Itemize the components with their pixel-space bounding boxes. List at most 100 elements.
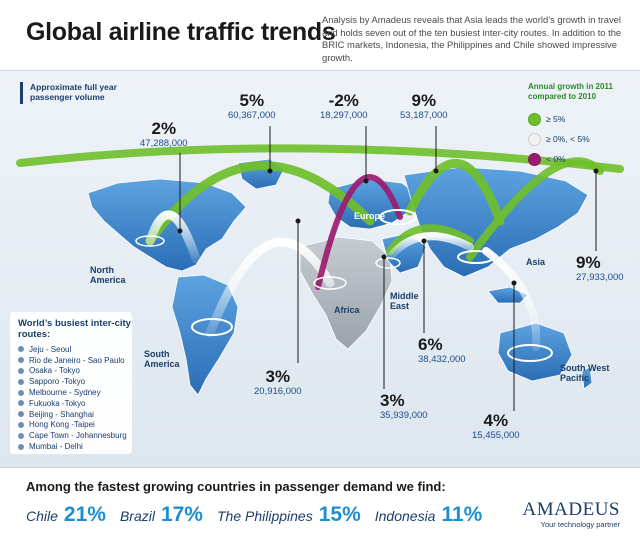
- route-label: Fukuoka -Tokyo: [29, 398, 86, 408]
- stat-south-west-pacific: 4% 15,455,000: [472, 411, 520, 442]
- country-name: Chile: [26, 508, 58, 524]
- country-growth-item: Indonesia 11%: [375, 503, 483, 527]
- legend-label-high: ≥ 5%: [546, 114, 566, 124]
- bullet-icon: [18, 357, 24, 364]
- hub-australia: [507, 344, 553, 362]
- route-label: Jeju - Seoul: [29, 344, 72, 354]
- busiest-routes-box: World’s busiest inter-city routes: Jeju …: [10, 312, 132, 454]
- hub-middle-east: [375, 257, 401, 269]
- route-label: Melbourne - Sydney: [29, 388, 101, 398]
- route-arc-europe-africa: [315, 174, 403, 290]
- list-item: Sapporo -Tokyo: [18, 376, 127, 387]
- legend-swatch-low: [528, 152, 541, 166]
- route-arc-south-west-pacific: [482, 247, 541, 351]
- leader-dot-south-atlantic: [295, 218, 301, 224]
- route-arc-north-atlantic: [145, 161, 375, 246]
- list-item: Fukuoka -Tokyo: [18, 398, 127, 409]
- leader-dot-africa-asia: [381, 254, 387, 260]
- route-label: Mumbai - Delhi: [29, 442, 83, 452]
- country-growth-item: The Philippines 15%: [217, 503, 361, 527]
- new-zealand-landmass: [581, 366, 593, 390]
- bullet-icon: [18, 389, 24, 396]
- stat-value: 18,297,000: [320, 110, 368, 121]
- stat-north-america: 2% 47,288,000: [140, 119, 188, 150]
- stat-pct: 9%: [576, 253, 601, 272]
- hub-europe: [379, 209, 417, 225]
- region-label-south-west-pacific: South West Pacific: [560, 363, 610, 383]
- australia-landmass: [497, 322, 573, 382]
- bullet-icon: [18, 432, 24, 439]
- bullet-icon: [18, 367, 24, 374]
- leader-dot-north-atlantic: [267, 168, 273, 174]
- intro-text: Analysis by Amadeus reveals that Asia le…: [322, 14, 622, 63]
- route-arc-middle-east: [386, 224, 474, 255]
- bullet-icon: [18, 421, 24, 428]
- stat-europe-africa: -2% 18,297,000: [320, 92, 368, 122]
- country-growth: 21%: [63, 503, 106, 526]
- route-arc-asia-pacific: [466, 157, 604, 261]
- stat-south-atlantic: 3% 20,916,000: [254, 367, 302, 398]
- leader-dot-middle-east: [421, 238, 427, 244]
- legend-label-mid: ≥ 0%, < 5%: [546, 134, 590, 144]
- country-growth: 15%: [318, 503, 361, 526]
- hub-asia: [457, 250, 495, 264]
- stat-europe-asia: 9% 53,187,000: [400, 91, 448, 122]
- volume-key-label: Approximate full year passenger volume: [30, 82, 117, 102]
- growth-legend: Annual growth in 2011 compared to 2010 ≥…: [528, 82, 632, 170]
- country-name: The Philippines: [216, 508, 313, 524]
- stat-pct: 2%: [151, 119, 177, 138]
- stat-value: 15,455,000: [472, 430, 520, 441]
- footer-question: Among the fastest growing countries in p…: [26, 479, 446, 494]
- list-item: Mumbai - Delhi: [18, 441, 127, 452]
- route-label: Osaka - Tokyo: [29, 366, 80, 376]
- list-item: Cape Town - Johannesburg: [18, 430, 127, 441]
- leader-dot-europe-asia: [433, 168, 439, 174]
- stat-africa-asia: 3% 35,939,000: [380, 392, 428, 422]
- stat-value: 20,916,000: [254, 386, 302, 397]
- country-growth: 17%: [160, 503, 203, 526]
- legend-item-high: ≥ 5%: [528, 110, 632, 128]
- brand-name: AMADEUS: [522, 499, 620, 520]
- stat-value: 27,933,000: [576, 272, 624, 283]
- bullet-icon: [18, 443, 24, 450]
- stat-pct: 6%: [418, 335, 443, 354]
- region-label-europe: Europe: [354, 211, 386, 221]
- page-title: Global airline traffic trends: [26, 18, 336, 46]
- hub-south-america: [191, 318, 233, 336]
- bullet-icon: [18, 346, 24, 353]
- region-label-asia: Asia: [526, 257, 546, 267]
- growth-countries: Chile 21% Brazil 17% The Philippines 15%…: [26, 503, 496, 527]
- leader-dot-asia-pacific: [593, 168, 599, 174]
- route-label: Cape Town - Johannesburg: [29, 431, 127, 441]
- legend-swatch-mid: [528, 132, 541, 146]
- region-label-africa: Africa: [334, 305, 360, 315]
- list-item: Melbourne - Sydney: [18, 387, 127, 398]
- country-growth: 11%: [441, 503, 483, 526]
- legend-item-low: < 0%: [528, 150, 632, 168]
- stat-pct: 3%: [265, 367, 291, 386]
- world-map: [16, 126, 624, 411]
- leader-dot-europe-africa: [363, 178, 369, 184]
- legend-title: Annual growth in 2011 compared to 2010: [528, 82, 613, 101]
- list-item: Beijing - Shanghai: [18, 409, 127, 420]
- volume-key-marker: [20, 82, 23, 104]
- amadeus-logo: AMADEUS Your technology partner: [520, 499, 620, 530]
- bullet-icon: [18, 400, 24, 407]
- legend-label-low: < 0%: [546, 154, 566, 164]
- list-item: Rio de Janeiro - Sao Paulo: [18, 355, 127, 366]
- stat-pct: 4%: [483, 411, 509, 430]
- route-arc-africa-asia: [386, 232, 474, 261]
- route-arc-north-america: [145, 210, 201, 264]
- stat-pct: 5%: [239, 91, 265, 110]
- leader-dot-north-america: [177, 228, 183, 234]
- hub-north-america: [135, 235, 165, 247]
- busiest-routes-list: Jeju - Seoul Rio de Janeiro - Sao Paulo …: [18, 344, 127, 452]
- route-label: Beijing - Shanghai: [29, 409, 94, 419]
- country-growth-item: Brazil 17%: [120, 503, 203, 527]
- country-name: Indonesia: [374, 508, 436, 524]
- region-label-south-america: South America: [144, 349, 180, 369]
- stat-pct: 9%: [411, 91, 437, 110]
- brand-tagline: Your technology partner: [540, 520, 620, 529]
- stat-value: 47,288,000: [140, 138, 188, 149]
- bullet-icon: [18, 411, 24, 418]
